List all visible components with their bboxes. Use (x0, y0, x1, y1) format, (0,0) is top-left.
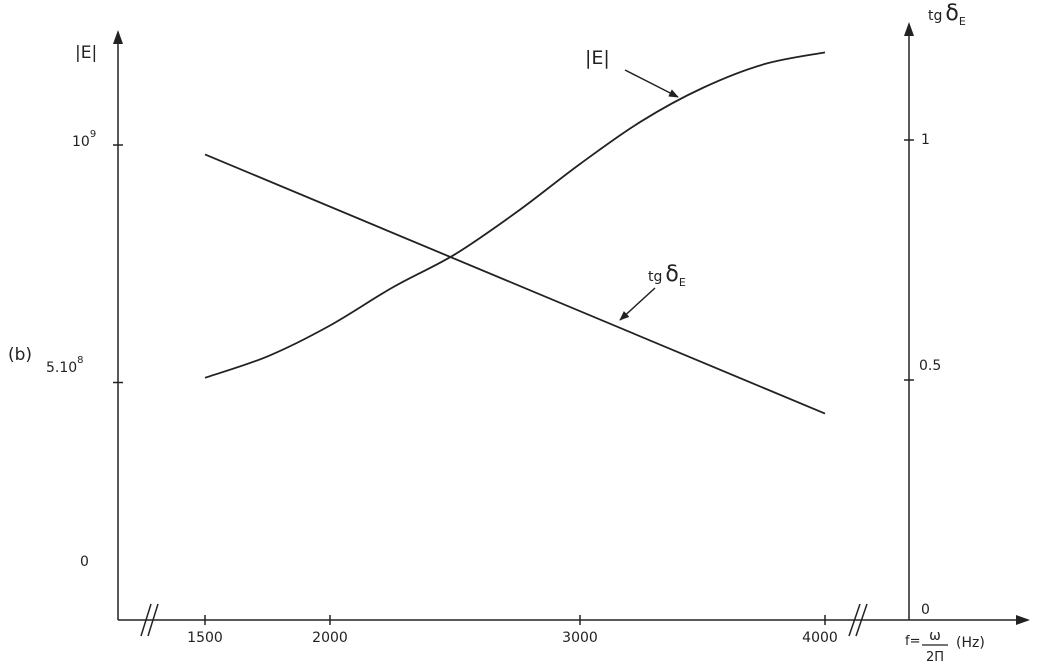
y-left-tick-label-1: 5.108 (46, 355, 84, 376)
left-y-axis-arrow (113, 30, 123, 44)
x-axis-label-denominator: 2Π (926, 650, 944, 665)
x-axis-label: f= ω 2Π (Hz) (905, 628, 985, 665)
annotation-label-tg-delta-E: tg δE (648, 262, 686, 289)
series-line-tg-delta-E (204, 153, 826, 415)
x-tick-label-2000: 2000 (312, 630, 348, 646)
panel-label: (b) (8, 345, 32, 365)
y-left-axis-label: |E| (75, 43, 97, 63)
annotation-arrow-tg-delta-E (619, 287, 656, 321)
y-right-axis-label: tg δE (928, 1, 966, 28)
x-axis-break-left (140, 603, 159, 637)
annotation-modulus-E: |E| (585, 47, 679, 98)
x-tick-label-1500: 1500 (187, 630, 223, 646)
x-axis-label-unit: (Hz) (956, 635, 985, 651)
y-left-tick-label-0: 0 (80, 554, 89, 570)
y-right-tick-label-0: 0 (921, 602, 930, 618)
right-y-axis-arrow (904, 22, 914, 36)
x-axis-label-prefix: f= (905, 634, 920, 649)
x-axis-label-numerator: ω (929, 628, 941, 644)
annotation-label-modulus-E: |E| (585, 47, 610, 69)
annotation-tg-delta-E: tg δE (619, 262, 686, 321)
x-axis-arrow (1016, 615, 1030, 625)
y-left-tick-label-2: 109 (72, 129, 96, 150)
x-tick-label-4000: 4000 (802, 630, 838, 646)
y-left-tick-labels: 0 5.108 109 (46, 129, 96, 570)
x-tick-labels: 1500 2000 3000 4000 (187, 630, 838, 646)
y-right-tick-label-2: 1 (921, 132, 930, 148)
x-axis-break-right (848, 603, 868, 637)
x-tick-label-3000: 3000 (562, 630, 598, 646)
y-right-tick-label-1: 0.5 (919, 358, 941, 374)
annotation-arrow-modulus-E (624, 69, 679, 98)
y-right-tick-labels: 0 0.5 1 (919, 132, 941, 618)
axes (113, 22, 1030, 637)
series-line-modulus-E (204, 51, 826, 379)
tick-marks (113, 139, 914, 625)
